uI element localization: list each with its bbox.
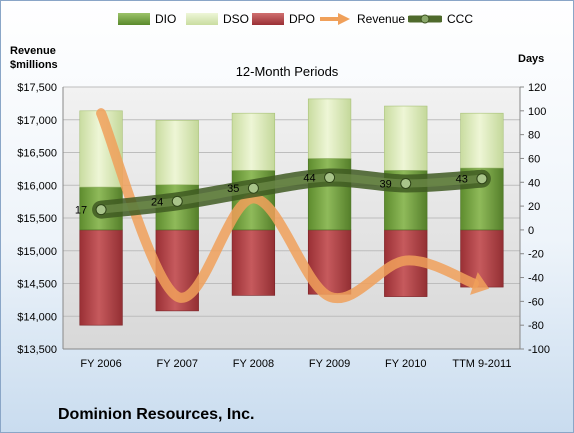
legend-label-dso: DSO bbox=[223, 12, 250, 26]
ccc-marker bbox=[324, 172, 336, 184]
right-tick-label: -40 bbox=[528, 273, 544, 285]
legend-item-ccc: CCC bbox=[408, 8, 473, 30]
legend-item-dpo: DPO bbox=[252, 8, 315, 30]
chart-subtitle: 12-Month Periods bbox=[235, 64, 339, 79]
category-label: FY 2007 bbox=[157, 358, 198, 370]
bar-dpo bbox=[231, 229, 276, 296]
left-tick-label: $13,500 bbox=[17, 344, 57, 356]
bar-dso bbox=[307, 98, 352, 159]
bar-dso bbox=[231, 112, 276, 171]
left-tick-label: $17,500 bbox=[17, 82, 57, 94]
right-tick-label: 120 bbox=[528, 82, 546, 94]
legend-arrow-icon bbox=[320, 13, 350, 25]
left-tick-label: $15,500 bbox=[17, 213, 57, 225]
right-tick-label: 20 bbox=[528, 201, 540, 213]
bar-dso bbox=[155, 120, 199, 185]
ccc-data-label: 39 bbox=[380, 178, 392, 190]
ccc-data-label: 35 bbox=[227, 183, 239, 195]
left-tick-label: $17,000 bbox=[17, 115, 57, 127]
legend-swatch-dpo bbox=[252, 13, 284, 25]
ccc-data-label: 24 bbox=[151, 196, 163, 208]
ccc-data-label: 44 bbox=[303, 173, 315, 185]
revenue-arrowhead bbox=[470, 272, 490, 295]
legend-item-revenue: Revenue bbox=[318, 8, 405, 30]
bar-dso bbox=[460, 112, 504, 169]
right-tick-label: -100 bbox=[528, 344, 550, 356]
ccc-data-label: 43 bbox=[456, 174, 468, 186]
left-tick-label: $15,000 bbox=[17, 246, 57, 258]
legend-label-dpo: DPO bbox=[289, 12, 316, 26]
legend-swatch-dio bbox=[118, 13, 150, 25]
right-tick-label: 0 bbox=[528, 225, 534, 237]
left-tick-label: $16,500 bbox=[17, 148, 57, 160]
left-tick-label: $14,500 bbox=[17, 279, 57, 291]
revenue-line bbox=[96, 108, 479, 304]
left-tick-label: $14,000 bbox=[17, 311, 57, 323]
category-label: FY 2006 bbox=[80, 358, 121, 370]
right-tick-label: 80 bbox=[528, 130, 540, 142]
category-label: FY 2008 bbox=[233, 358, 274, 370]
left-axis-title: Revenue $millions bbox=[10, 44, 58, 72]
category-label: FY 2009 bbox=[309, 358, 350, 370]
ccc-line-highlight bbox=[97, 173, 486, 214]
legend-label-ccc: CCC bbox=[447, 12, 473, 26]
ccc-marker bbox=[247, 182, 259, 194]
legend: DIO DSO DPO Revenue CCC bbox=[0, 8, 574, 30]
ccc-marker bbox=[476, 173, 488, 185]
left-tick-label: $16,000 bbox=[17, 180, 57, 192]
ccc-data-label: 17 bbox=[75, 205, 87, 217]
bar-dpo bbox=[79, 229, 123, 326]
ccc-marker bbox=[171, 195, 183, 207]
right-tick-label: -20 bbox=[528, 249, 544, 261]
ccc-marker bbox=[400, 177, 412, 189]
right-tick-label: 100 bbox=[528, 106, 546, 118]
right-tick-label: -80 bbox=[528, 320, 544, 332]
legend-item-dso: DSO bbox=[186, 8, 249, 30]
right-tick-label: 40 bbox=[528, 177, 540, 189]
ccc-marker bbox=[95, 204, 107, 216]
bar-dso bbox=[384, 105, 428, 171]
company-name: Dominion Resources, Inc. bbox=[58, 406, 255, 423]
legend-swatch-dso bbox=[186, 13, 218, 25]
legend-item-dio: DIO bbox=[118, 8, 176, 30]
category-label: FY 2010 bbox=[385, 358, 426, 370]
right-axis-title: Days bbox=[518, 53, 545, 65]
left-axis-title-line2: $millions bbox=[10, 59, 58, 71]
legend-label-revenue: Revenue bbox=[357, 12, 406, 26]
right-tick-label: 60 bbox=[528, 153, 540, 165]
category-label: TTM 9-2011 bbox=[452, 358, 511, 370]
right-tick-label: -60 bbox=[528, 296, 544, 308]
left-axis-title-line1: Revenue bbox=[10, 45, 56, 57]
legend-tube-icon bbox=[408, 14, 442, 24]
legend-label-dio: DIO bbox=[155, 12, 177, 26]
